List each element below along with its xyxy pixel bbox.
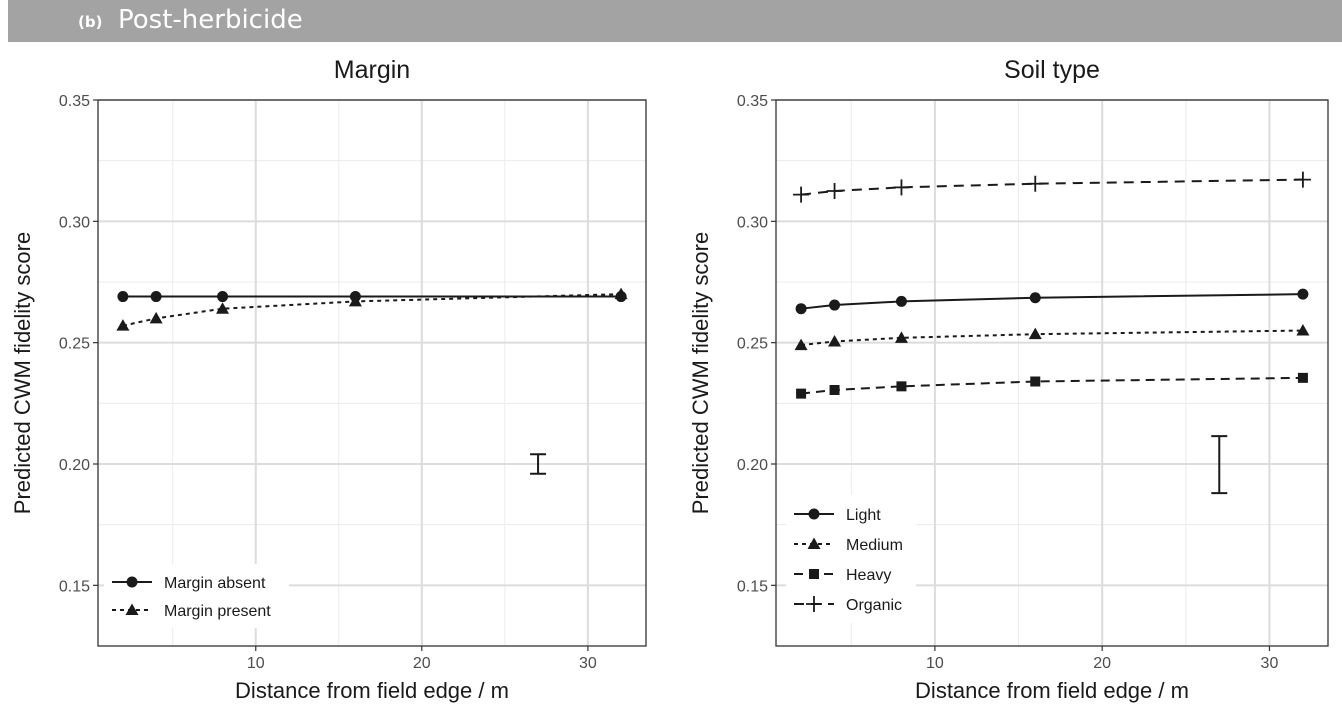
x-axis-label: Distance from field edge / m — [235, 678, 509, 703]
data-point-medium — [794, 338, 808, 351]
x-tick-label: 20 — [413, 655, 431, 672]
legend-label-organic: Organic — [846, 597, 902, 614]
data-point-margin-absent — [117, 291, 129, 303]
data-point-organic — [793, 186, 810, 203]
y-tick-label: 0.30 — [737, 214, 768, 231]
panel-title: Post-herbicide — [118, 5, 303, 35]
legend-marker-heavy — [809, 569, 819, 579]
error-bar — [530, 453, 547, 475]
y-tick-label: 0.35 — [59, 93, 90, 110]
plot-border — [775, 99, 1329, 647]
data-point-heavy — [1297, 372, 1308, 383]
series-line-organic — [800, 178, 1303, 196]
data-point-heavy — [1030, 376, 1041, 387]
x-axis-label: Distance from field edge / m — [915, 678, 1189, 703]
legend-box — [104, 564, 289, 628]
legend-label-margin-present: Margin present — [164, 603, 271, 620]
data-point-light — [795, 303, 807, 315]
data-point-organic — [826, 183, 843, 199]
data-point-margin-present — [614, 287, 628, 300]
legend-box — [786, 495, 916, 623]
legend-label-heavy: Heavy — [846, 567, 891, 584]
legend-marker-organic — [806, 596, 822, 612]
x-tick-label: 10 — [926, 655, 944, 672]
data-point-margin-present — [216, 302, 230, 314]
series-line-margin-present — [122, 293, 622, 327]
y-tick-label: 0.15 — [59, 578, 90, 595]
legend-label-medium: Medium — [846, 537, 903, 554]
y-axis-label: Predicted CWM fidelity score — [10, 232, 35, 514]
data-point-medium — [1028, 327, 1042, 340]
margin-chart: 10 20 30 0.15 0.20 0.25 0.30 0.35 Margin Distance… — [10, 56, 647, 703]
x-tick-label: 30 — [579, 655, 597, 672]
data-point-margin-present — [116, 319, 130, 331]
series-line-medium — [800, 329, 1303, 347]
x-tick-label: 10 — [247, 655, 265, 672]
data-point-organic — [1294, 171, 1311, 188]
data-point-light — [1297, 288, 1309, 300]
x-tick-label: 20 — [1093, 655, 1111, 672]
legend-label-margin-absent: Margin absent — [164, 575, 266, 592]
data-point-heavy — [896, 381, 907, 392]
data-point-light — [1029, 292, 1041, 304]
plot-border — [97, 99, 647, 647]
y-tick-label: 0.20 — [737, 457, 768, 474]
data-point-organic — [1027, 175, 1044, 192]
legend-marker-margin-present — [125, 603, 139, 615]
legend-marker-margin-absent — [126, 576, 138, 588]
legend-marker-light — [808, 508, 820, 520]
legend-marker-medium — [807, 537, 821, 549]
y-tick-label: 0.25 — [737, 336, 768, 353]
y-tick-label: 0.25 — [59, 336, 90, 353]
y-tick-label: 0.15 — [737, 578, 768, 595]
y-axis-label: Predicted CWM fidelity score — [688, 232, 713, 514]
data-point-medium — [1296, 324, 1310, 336]
data-point-light — [829, 299, 841, 311]
data-point-medium — [894, 331, 908, 343]
chart-title: Soil type — [1004, 56, 1100, 84]
panel-tag: (b) — [78, 13, 103, 31]
data-point-margin-absent — [150, 291, 162, 303]
data-point-margin-present — [149, 311, 163, 324]
data-point-light — [895, 295, 907, 307]
error-bar — [1211, 435, 1228, 495]
data-point-organic — [893, 179, 910, 196]
data-point-margin-absent — [217, 291, 229, 303]
x-tick-label: 30 — [1261, 655, 1279, 672]
y-tick-label: 0.20 — [59, 457, 90, 474]
plot-area — [98, 100, 646, 646]
chart-title: Margin — [334, 56, 410, 84]
y-tick-label: 0.35 — [737, 93, 768, 110]
data-point-heavy — [829, 384, 840, 395]
data-point-margin-present — [348, 294, 362, 307]
data-point-heavy — [796, 388, 807, 399]
legend-label-light: Light — [846, 507, 881, 524]
y-tick-label: 0.30 — [59, 214, 90, 231]
soil-type-chart: 10 20 30 0.15 0.20 0.25 0.30 0.35 Soil type Dista… — [688, 56, 1329, 703]
data-point-medium — [828, 334, 842, 347]
series-line-heavy — [800, 376, 1303, 395]
figure-header: (b) Post-herbicide — [8, 0, 1342, 42]
